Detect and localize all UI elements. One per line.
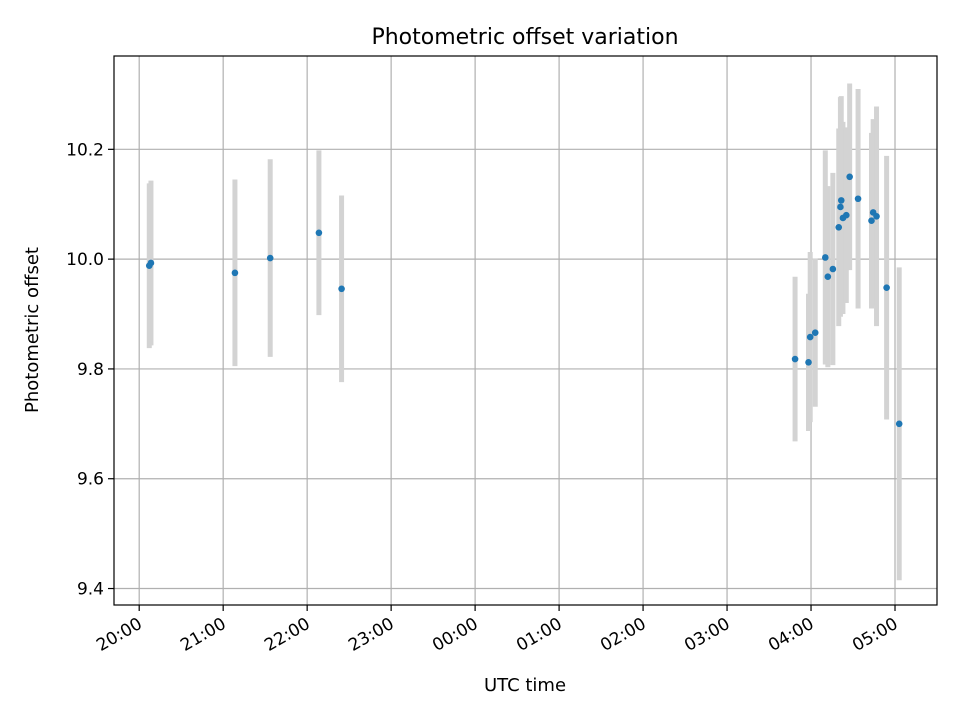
y-tick-label: 10.0 xyxy=(66,250,104,270)
y-tick-label: 9.8 xyxy=(77,360,104,380)
data-point xyxy=(829,265,837,273)
data-point xyxy=(843,211,850,219)
data-point xyxy=(883,284,890,291)
data-point xyxy=(806,333,814,341)
plot-frame xyxy=(113,55,938,606)
data-point xyxy=(854,195,862,203)
grid-layer xyxy=(114,56,937,605)
data-point xyxy=(315,229,323,237)
data-point xyxy=(338,285,345,293)
y-tick-label: 9.4 xyxy=(77,580,104,600)
y-tick-label: 10.2 xyxy=(66,140,104,160)
data-point xyxy=(837,203,844,211)
data-point xyxy=(868,217,875,224)
data-point xyxy=(837,197,845,204)
data-point xyxy=(895,420,903,428)
data-point xyxy=(791,355,799,363)
data-point-layer xyxy=(145,173,903,428)
x-axis-title: UTC time xyxy=(484,675,566,696)
data-point xyxy=(147,259,155,267)
data-point xyxy=(835,223,843,231)
data-point xyxy=(811,329,819,336)
data-point xyxy=(873,213,880,220)
y-axis-title: Photometric offset xyxy=(22,247,43,413)
data-point xyxy=(266,254,274,262)
chart-title: Photometric offset variation xyxy=(371,25,678,50)
data-point xyxy=(231,269,239,277)
data-point xyxy=(846,173,853,181)
data-point xyxy=(824,273,832,280)
data-point xyxy=(822,254,829,261)
y-tick-label: 9.6 xyxy=(77,470,104,490)
data-point xyxy=(805,359,812,366)
